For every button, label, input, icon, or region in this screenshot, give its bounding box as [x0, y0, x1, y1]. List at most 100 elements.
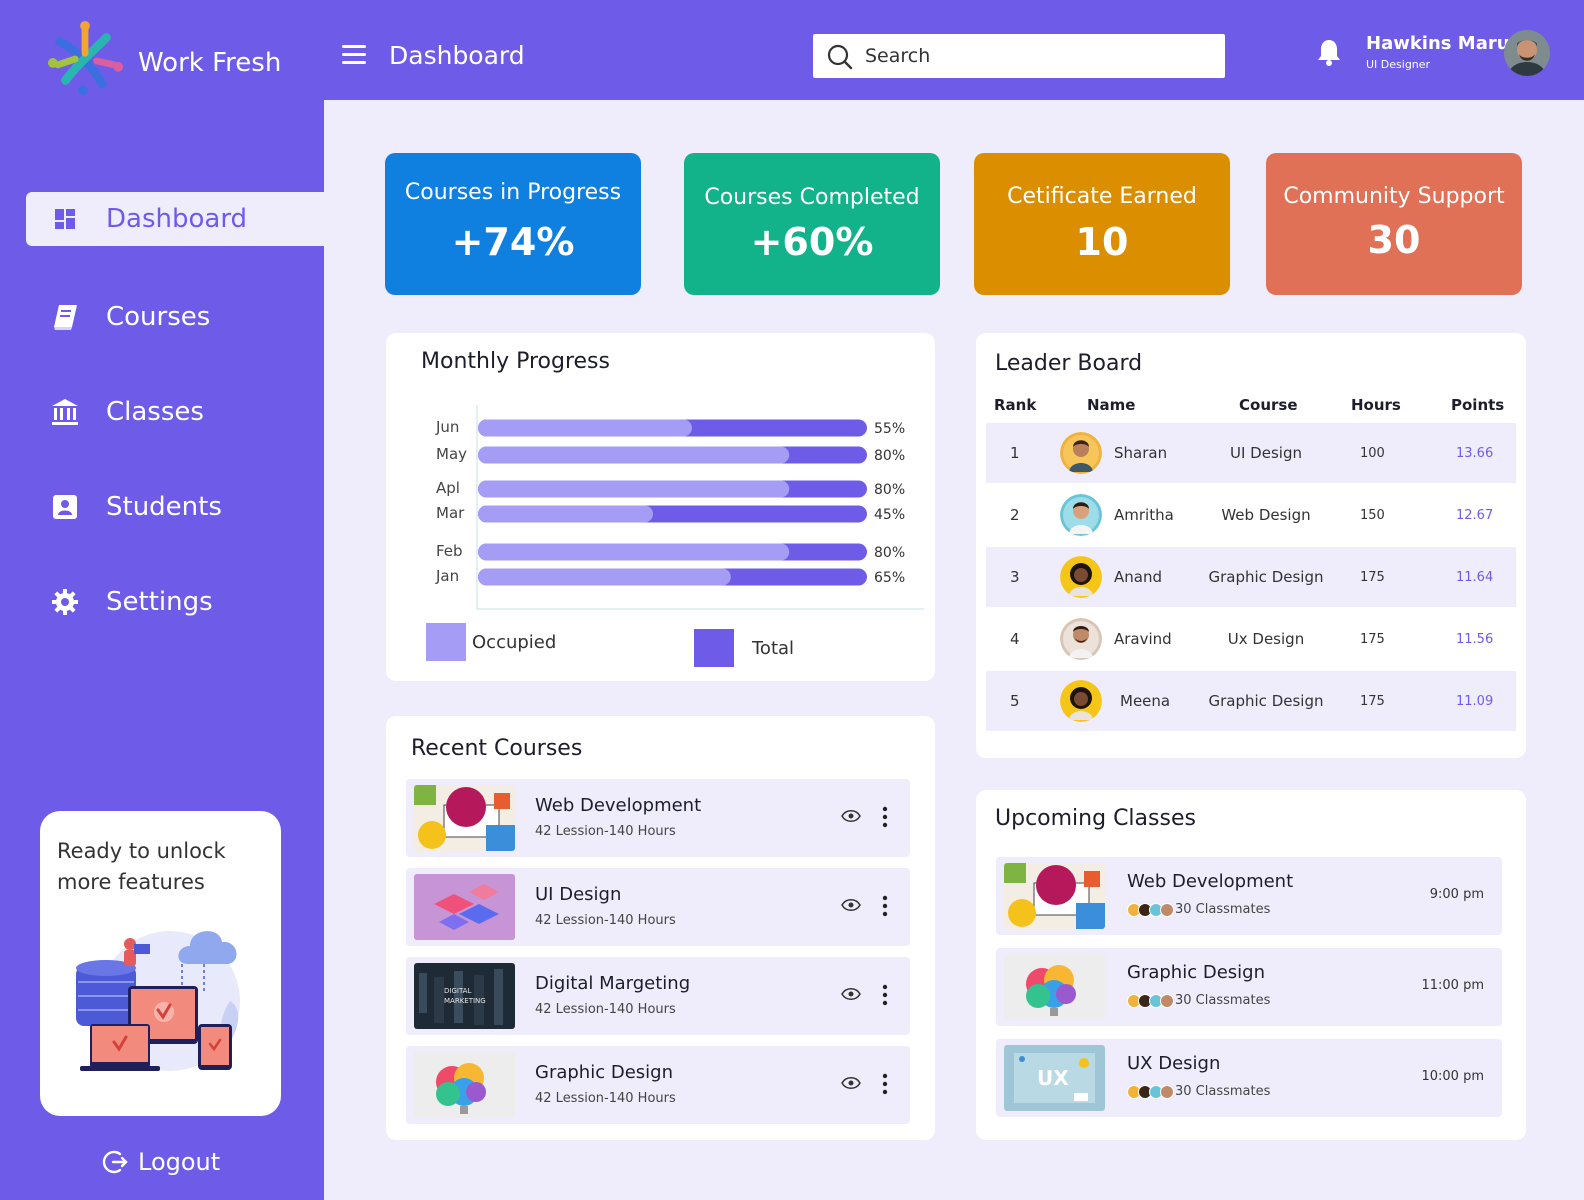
stat-card-courses-completed[interactable]: Courses Completed +60%	[684, 153, 940, 295]
table-row[interactable]: 4 Aravind Ux Design 175 11.56	[986, 609, 1516, 669]
table-row[interactable]: 1 Sharan UI Design 100 13.66	[986, 423, 1516, 483]
points: 11.56	[1456, 632, 1494, 647]
search-icon	[827, 44, 853, 70]
table-row[interactable]: 2 Amritha Web Design 150 12.67	[986, 485, 1516, 545]
legend-swatch-total	[694, 629, 734, 667]
more-vertical-icon[interactable]	[882, 895, 888, 917]
course-title: UI Design	[535, 884, 622, 905]
tick-label: May	[436, 445, 467, 463]
tick-label: Jun	[435, 418, 459, 436]
list-item[interactable]: UX UX Design 30 Classmates 10:00 pm	[996, 1039, 1502, 1117]
stat-card-courses-in-progress[interactable]: Courses in Progress +74%	[385, 153, 641, 295]
stat-label: Courses in Progress	[404, 180, 622, 205]
grid-icon	[50, 204, 80, 234]
sidebar-item-label: Classes	[106, 397, 204, 427]
class-time: 10:00 pm	[1421, 1069, 1484, 1084]
classmates: 30 Classmates	[1127, 1084, 1270, 1099]
avatar	[1060, 618, 1102, 660]
sidebar: Dashboard Courses Classes Students Setti…	[0, 100, 324, 1200]
class-time: 11:00 pm	[1421, 978, 1484, 993]
course-title: Digital Margeting	[535, 973, 691, 994]
eye-icon[interactable]	[841, 987, 861, 1001]
hours: 175	[1360, 632, 1385, 647]
more-vertical-icon[interactable]	[882, 1073, 888, 1095]
sidebar-item-dashboard[interactable]: Dashboard	[26, 192, 324, 246]
monthly-progress-card: Monthly Progress Jun 55% May 80% Apl 80% Mar 45…	[386, 333, 935, 681]
upgrade-promo-card[interactable]: Ready to unlock more features	[40, 811, 281, 1116]
eye-icon[interactable]	[841, 1076, 861, 1090]
stat-card-community-support[interactable]: Community Support 30	[1266, 153, 1522, 295]
points: 11.09	[1456, 694, 1494, 709]
user-role: UI Designer	[1366, 58, 1431, 71]
points: 12.67	[1456, 508, 1494, 523]
rank: 3	[1010, 568, 1020, 586]
course: Graphic Design	[1208, 692, 1324, 710]
data-label: 80%	[874, 448, 905, 464]
bar-occupied	[478, 568, 731, 586]
classmates: 30 Classmates	[1127, 993, 1270, 1008]
stat-card-certificate-earned[interactable]: Cetificate Earned 10	[974, 153, 1230, 295]
list-item[interactable]: Web Development 30 Classmates 9:00 pm	[996, 857, 1502, 935]
data-label: 65%	[874, 570, 905, 586]
list-item[interactable]: Graphic Design 42 Lession-140 Hours	[406, 1046, 910, 1124]
logout-button[interactable]: Logout	[102, 1148, 220, 1176]
tick-label: Jan	[435, 567, 459, 585]
hours: 100	[1360, 446, 1385, 461]
class-title: UX Design	[1127, 1053, 1221, 1074]
stat-value: +74%	[451, 220, 575, 264]
class-title: Web Development	[1127, 871, 1294, 892]
hours: 175	[1360, 694, 1385, 709]
course-title: Graphic Design	[535, 1062, 673, 1083]
class-thumbnail-web-design	[1004, 863, 1105, 929]
table-row[interactable]: 5 Meena Graphic Design 175 11.09	[986, 671, 1516, 731]
legend-total: Total	[694, 629, 794, 667]
course: Graphic Design	[1208, 568, 1324, 586]
course-meta: 42 Lession-140 Hours	[535, 913, 676, 928]
more-vertical-icon[interactable]	[882, 806, 888, 828]
sidebar-item-students[interactable]: Students	[26, 480, 324, 534]
hamburger-menu-icon[interactable]	[342, 45, 366, 65]
hours: 175	[1360, 570, 1385, 585]
user-avatar[interactable]	[1504, 30, 1550, 76]
avatar	[1060, 680, 1102, 722]
promo-text: Ready to unlock more features	[57, 839, 226, 894]
classmate-avatars	[1127, 902, 1174, 917]
notification-bell-icon[interactable]	[1316, 38, 1342, 66]
more-vertical-icon[interactable]	[882, 984, 888, 1006]
bank-icon	[50, 397, 80, 427]
course-thumbnail-ui-design	[414, 874, 515, 940]
class-time: 9:00 pm	[1429, 887, 1484, 902]
sidebar-item-settings[interactable]: Settings	[26, 575, 324, 629]
bar-occupied	[478, 446, 790, 464]
classmates-count: 30 Classmates	[1175, 1084, 1271, 1099]
stat-label: Community Support	[1283, 184, 1505, 209]
stat-label: Cetificate Earned	[1007, 184, 1197, 209]
course: Web Design	[1221, 506, 1311, 524]
work-fresh-logo	[47, 20, 124, 96]
class-thumbnail-graphic-design	[1004, 954, 1105, 1020]
stat-value: 10	[1075, 220, 1129, 264]
sidebar-item-courses[interactable]: Courses	[26, 290, 324, 344]
classmates-count: 30 Classmates	[1175, 902, 1271, 917]
search-input[interactable]	[865, 42, 1205, 70]
eye-icon[interactable]	[841, 809, 861, 823]
svg-text:DIGITAL: DIGITAL	[444, 987, 471, 995]
bar-occupied	[478, 419, 692, 437]
column-header-hours: Hours	[1351, 396, 1401, 414]
table-row[interactable]: 3 Anand Graphic Design 175 11.64	[986, 547, 1516, 607]
bar-occupied	[478, 543, 790, 561]
svg-text:UX: UX	[1037, 1066, 1069, 1090]
eye-icon[interactable]	[841, 898, 861, 912]
gear-icon	[50, 587, 80, 617]
data-label: 45%	[874, 507, 905, 523]
list-item[interactable]: Graphic Design 30 Classmates 11:00 pm	[996, 948, 1502, 1026]
hours: 150	[1360, 508, 1385, 523]
bar-occupied	[478, 505, 654, 523]
classmate-avatars	[1127, 1084, 1174, 1099]
points: 11.64	[1456, 570, 1494, 585]
list-item[interactable]: UI Design 42 Lession-140 Hours	[406, 868, 910, 946]
list-item[interactable]: Web Development 42 Lession-140 Hours	[406, 779, 910, 857]
sidebar-item-classes[interactable]: Classes	[26, 385, 324, 439]
name: Meena	[1120, 692, 1171, 710]
list-item[interactable]: DIGITAL MARKETING Digital Margeting 42 Le…	[406, 957, 910, 1035]
